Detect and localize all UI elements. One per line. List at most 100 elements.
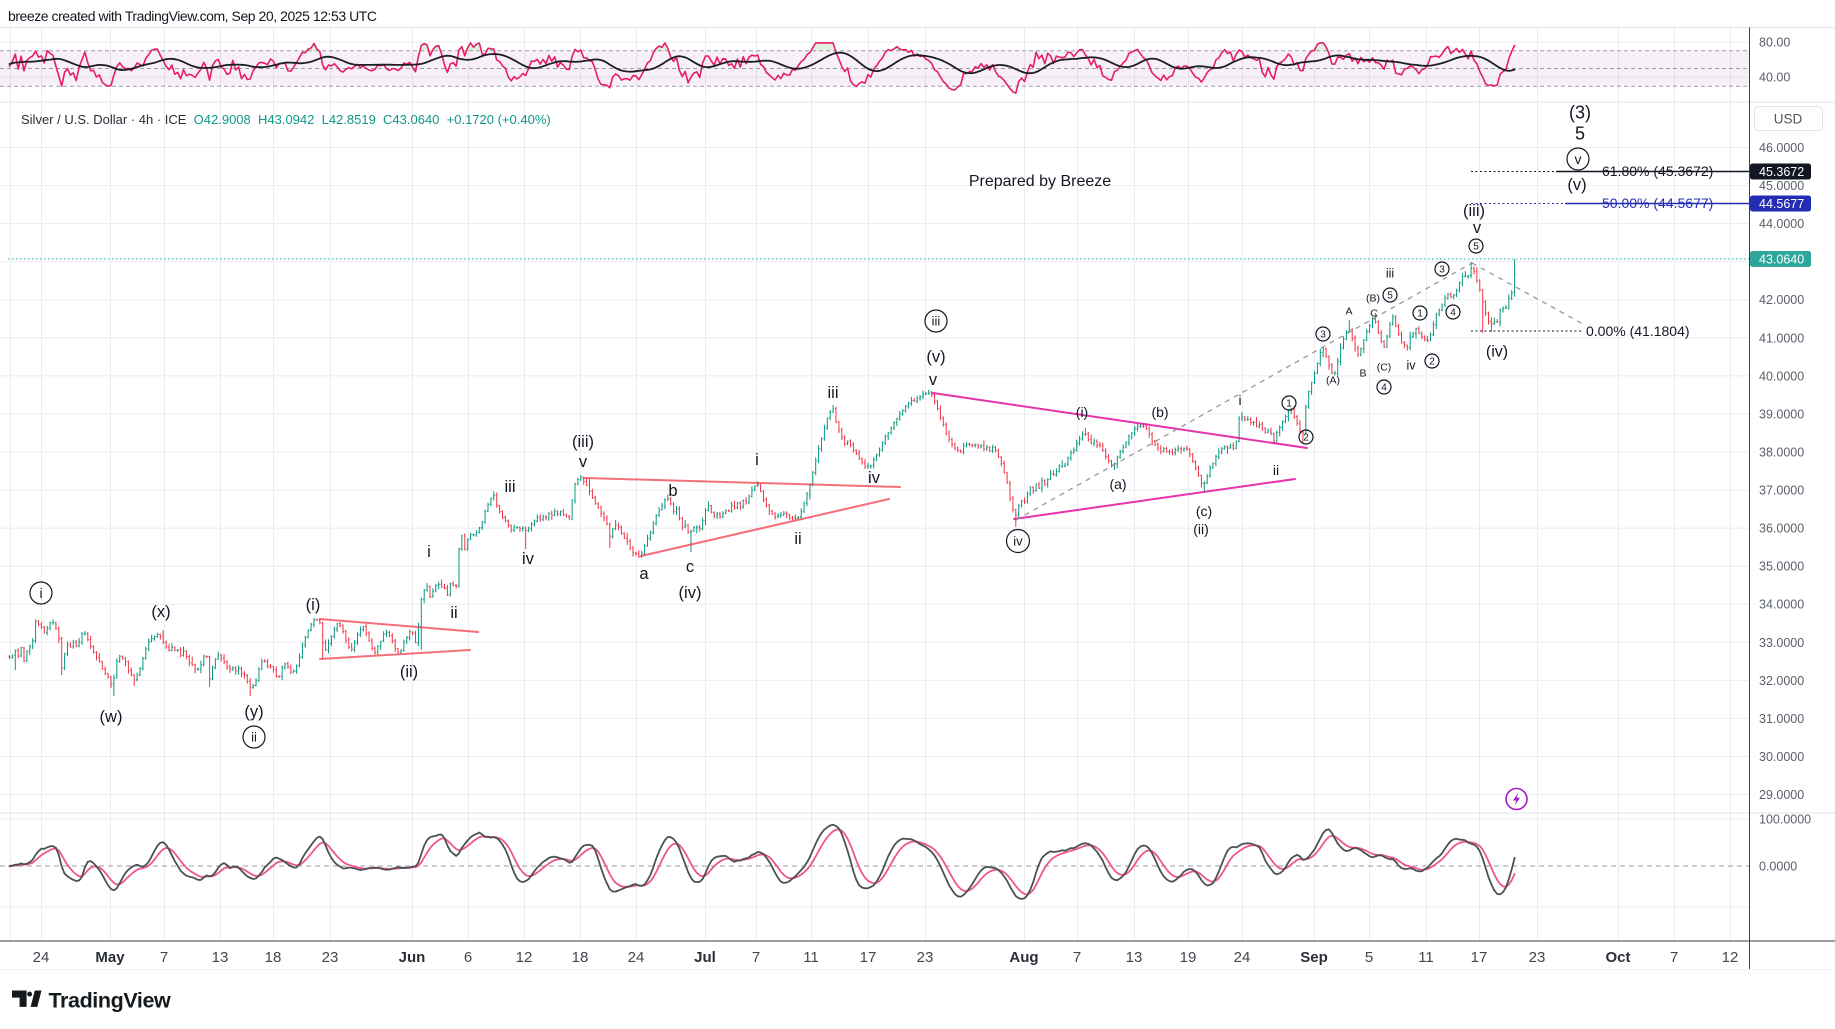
svg-text:6: 6 <box>464 949 472 966</box>
svg-text:34.0000: 34.0000 <box>1759 598 1804 612</box>
svg-text:iii: iii <box>1386 266 1394 280</box>
svg-text:TradingView: TradingView <box>49 988 172 1012</box>
svg-text:(3): (3) <box>1569 102 1591 122</box>
svg-text:40.00: 40.00 <box>1759 71 1790 85</box>
svg-text:1: 1 <box>1417 309 1423 320</box>
svg-text:45.3672: 45.3672 <box>1759 165 1804 179</box>
svg-text:31.0000: 31.0000 <box>1759 712 1804 726</box>
svg-text:iv: iv <box>522 550 535 568</box>
svg-text:ii: ii <box>1273 462 1279 478</box>
svg-text:4: 4 <box>1381 383 1387 394</box>
svg-text:C: C <box>1370 308 1378 320</box>
svg-text:i: i <box>755 451 759 469</box>
svg-text:iv: iv <box>1406 358 1416 372</box>
svg-text:iv: iv <box>1013 534 1023 549</box>
svg-text:v: v <box>929 371 938 389</box>
svg-text:(c): (c) <box>1196 503 1212 519</box>
svg-text:18: 18 <box>265 949 282 966</box>
svg-text:iv: iv <box>868 469 881 487</box>
svg-text:17: 17 <box>1471 949 1488 966</box>
svg-text:44.5677: 44.5677 <box>1759 197 1804 211</box>
svg-text:13: 13 <box>1126 949 1143 966</box>
svg-text:ii: ii <box>450 604 457 622</box>
svg-text:4: 4 <box>1450 308 1456 319</box>
svg-text:Jun: Jun <box>399 949 426 966</box>
svg-text:(a): (a) <box>1109 476 1126 492</box>
svg-text:35.0000: 35.0000 <box>1759 560 1804 574</box>
svg-text:0.0000: 0.0000 <box>1759 860 1797 874</box>
svg-text:40.0000: 40.0000 <box>1759 369 1804 383</box>
svg-text:2: 2 <box>1429 357 1435 368</box>
svg-text:45.0000: 45.0000 <box>1759 179 1804 193</box>
svg-text:A: A <box>1345 306 1352 318</box>
svg-text:USD: USD <box>1774 112 1803 127</box>
svg-text:(B): (B) <box>1366 293 1380 305</box>
svg-text:23: 23 <box>1529 949 1546 966</box>
svg-text:(iii): (iii) <box>572 433 594 451</box>
svg-text:(w): (w) <box>100 708 123 726</box>
svg-text:i: i <box>427 543 431 561</box>
svg-text:24: 24 <box>1234 949 1251 966</box>
svg-text:11: 11 <box>1418 949 1434 966</box>
svg-text:41.0000: 41.0000 <box>1759 331 1804 345</box>
svg-text:44.0000: 44.0000 <box>1759 217 1804 231</box>
svg-text:Sep: Sep <box>1300 949 1328 966</box>
svg-text:May: May <box>95 949 125 966</box>
svg-text:24: 24 <box>33 949 50 966</box>
svg-text:23: 23 <box>322 949 339 966</box>
svg-text:3: 3 <box>1439 265 1445 276</box>
svg-text:43.0640: 43.0640 <box>1759 252 1804 266</box>
svg-text:(x): (x) <box>151 603 170 621</box>
svg-text:12: 12 <box>1722 949 1739 966</box>
svg-text:iii: iii <box>932 314 941 329</box>
svg-text:ii: ii <box>251 730 257 745</box>
svg-text:i: i <box>1238 392 1241 408</box>
svg-text:7: 7 <box>752 949 760 966</box>
svg-text:30.0000: 30.0000 <box>1759 750 1804 764</box>
svg-text:46.0000: 46.0000 <box>1759 141 1804 155</box>
svg-text:ii: ii <box>794 530 801 548</box>
svg-text:33.0000: 33.0000 <box>1759 636 1804 650</box>
svg-text:36.0000: 36.0000 <box>1759 522 1804 536</box>
svg-text:80.00: 80.00 <box>1759 36 1790 50</box>
svg-text:5: 5 <box>1365 949 1373 966</box>
svg-text:Aug: Aug <box>1009 949 1038 966</box>
svg-text:1: 1 <box>1286 399 1292 410</box>
svg-text:19: 19 <box>1180 949 1197 966</box>
svg-text:(ii): (ii) <box>400 663 418 681</box>
svg-text:5: 5 <box>1575 123 1585 143</box>
svg-text:(iv): (iv) <box>679 584 702 602</box>
svg-text:(iv): (iv) <box>1486 344 1508 361</box>
svg-text:29.0000: 29.0000 <box>1759 788 1804 802</box>
svg-text:2: 2 <box>1303 433 1309 444</box>
svg-text:(C): (C) <box>1377 362 1392 374</box>
svg-text:7: 7 <box>1670 949 1678 966</box>
svg-text:(i): (i) <box>306 596 321 614</box>
svg-text:39.0000: 39.0000 <box>1759 407 1804 421</box>
svg-text:v: v <box>579 453 588 471</box>
svg-text:37.0000: 37.0000 <box>1759 484 1804 498</box>
svg-text:42.0000: 42.0000 <box>1759 293 1804 307</box>
svg-text:Oct: Oct <box>1605 949 1630 966</box>
svg-text:11: 11 <box>803 949 819 966</box>
svg-text:iii: iii <box>505 478 516 496</box>
svg-text:(b): (b) <box>1151 404 1168 420</box>
svg-text:Silver / U.S. Dollar · 4h · IC: Silver / U.S. Dollar · 4h · ICE O42.9008… <box>21 112 551 127</box>
svg-text:B: B <box>1359 368 1366 380</box>
svg-text:18: 18 <box>572 949 589 966</box>
svg-text:(A): (A) <box>1326 375 1340 387</box>
svg-text:Jul: Jul <box>694 949 716 966</box>
svg-text:7: 7 <box>1073 949 1081 966</box>
svg-text:c: c <box>686 558 694 576</box>
svg-text:12: 12 <box>516 949 533 966</box>
svg-text:17: 17 <box>860 949 877 966</box>
svg-text:13: 13 <box>212 949 229 966</box>
svg-text:(v): (v) <box>1567 176 1586 194</box>
svg-text:(v): (v) <box>926 348 945 366</box>
svg-text:Prepared by Breeze: Prepared by Breeze <box>969 173 1111 190</box>
svg-text:7: 7 <box>160 949 168 966</box>
svg-text:5: 5 <box>1473 242 1479 253</box>
svg-text:23: 23 <box>917 949 934 966</box>
svg-text:breeze created with TradingVie: breeze created with TradingView.com, Sep… <box>8 8 377 24</box>
svg-text:v: v <box>1575 151 1582 167</box>
